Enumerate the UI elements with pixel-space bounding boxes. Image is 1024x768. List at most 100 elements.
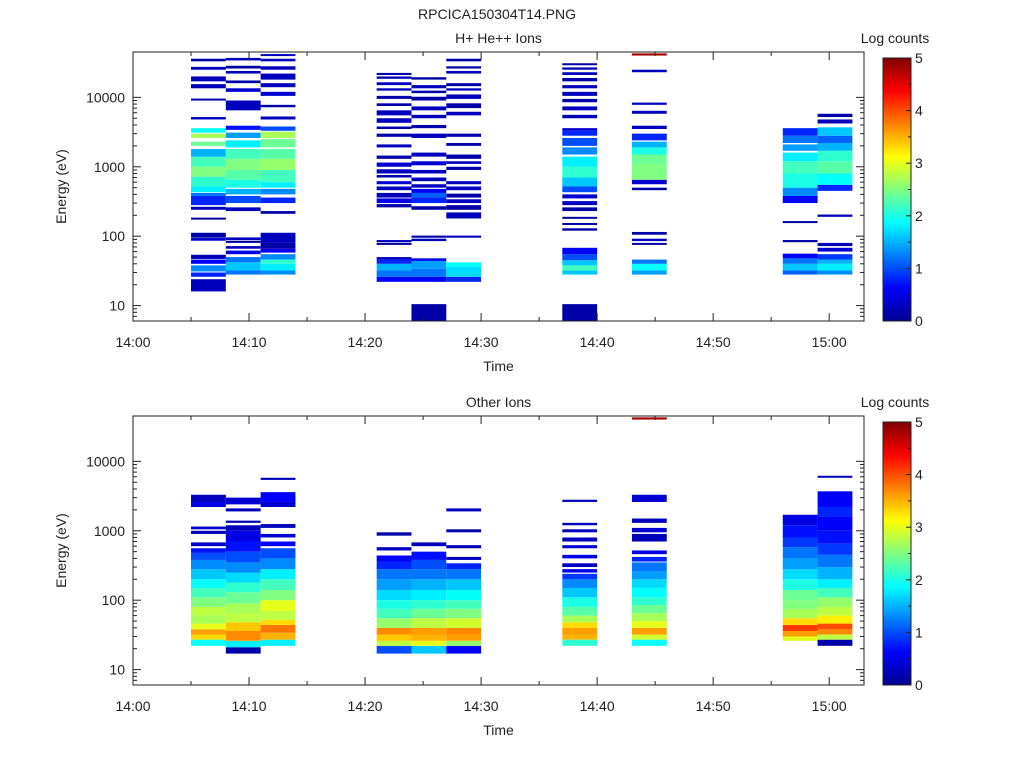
heatmap-cell <box>191 530 226 534</box>
heatmap-cell <box>191 272 226 277</box>
heatmap-cell <box>225 149 261 159</box>
heatmap-cell <box>191 117 226 120</box>
heatmap-cell <box>631 154 667 164</box>
heatmap-cell <box>376 72 412 75</box>
heatmap-cell <box>446 563 482 570</box>
heatmap-cell <box>562 529 598 533</box>
heatmap-cell <box>376 270 412 277</box>
heatmap-cell <box>260 263 296 271</box>
heatmap-cell <box>562 569 598 573</box>
heatmap-cell <box>376 169 412 174</box>
heatmap-cell <box>191 579 226 588</box>
heatmap-cell <box>411 124 447 129</box>
x-tick-label: 14:50 <box>696 698 731 714</box>
heatmap-cell <box>411 177 447 182</box>
heatmap-cell <box>782 547 818 559</box>
heatmap-cell <box>782 579 818 591</box>
heatmap-cell <box>411 627 447 635</box>
heatmap-cell <box>376 590 412 601</box>
y-tick-label: 1000 <box>94 159 125 175</box>
heatmap-cell <box>446 193 482 198</box>
x-tick-label: 14:50 <box>696 334 731 350</box>
heatmap-cell <box>260 188 296 195</box>
heatmap-cell <box>562 207 598 212</box>
heatmap-cell <box>411 634 447 641</box>
y-tick-label: 10 <box>109 662 125 678</box>
heatmap-cell <box>191 186 226 193</box>
heatmap-cell <box>411 206 447 210</box>
heatmap-cell <box>376 242 412 245</box>
heatmap-cell <box>562 606 598 616</box>
heatmap-cell <box>225 541 261 552</box>
heatmap-cell <box>376 240 412 243</box>
heatmap-cell <box>631 639 667 646</box>
heatmap-cell <box>562 615 598 623</box>
heatmap-cell <box>562 130 598 136</box>
heatmap-cell <box>411 618 447 628</box>
figure-title: RPCICA150304T14.PNG <box>418 6 576 22</box>
heatmap-cell <box>411 579 447 591</box>
heatmap-cell <box>631 579 667 588</box>
heatmap-cell <box>782 221 818 224</box>
heatmap-cell <box>631 53 667 56</box>
heatmap-cell <box>562 270 598 275</box>
heatmap-cell <box>225 525 261 531</box>
heatmap-cell <box>260 232 296 243</box>
heatmap-cell <box>376 263 412 271</box>
heatmap-cell <box>376 608 412 619</box>
colorbar-tick-label: 0 <box>915 677 923 693</box>
heatmap-cell <box>446 508 482 512</box>
heatmap-cell <box>562 537 598 542</box>
heatmap-cell <box>376 640 412 646</box>
heatmap-cell <box>562 194 598 199</box>
heatmap-cell <box>782 624 818 631</box>
heatmap-cell <box>631 550 667 555</box>
heatmap-cell <box>562 563 598 568</box>
heatmap-cell <box>817 173 853 185</box>
heatmap-cell <box>446 529 482 533</box>
heatmap-cell <box>191 542 226 547</box>
heatmap-cell <box>782 537 818 548</box>
other-ions-panel: Other Ions Time Energy (eV) Log counts 14:00… <box>53 394 929 738</box>
heatmap-cell <box>411 608 447 619</box>
heatmap-cell <box>562 597 598 607</box>
heatmap-cell <box>225 100 261 111</box>
heatmap-cell <box>225 603 261 614</box>
heatmap-cell <box>376 82 412 86</box>
heatmap-cell <box>225 132 261 138</box>
heatmap-cell <box>562 128 598 131</box>
heatmap-cell <box>191 615 226 624</box>
heatmap-cell <box>817 161 853 174</box>
heatmap-cell <box>260 492 296 502</box>
heatmap-cell <box>562 85 598 89</box>
heatmap-cell <box>631 270 667 275</box>
heatmap-cell <box>376 162 412 167</box>
heatmap-cell <box>225 158 261 170</box>
heatmap-cell <box>817 127 853 136</box>
heatmap-cell <box>191 133 226 138</box>
heatmap-cell <box>782 240 818 243</box>
heatmap-cell <box>260 541 296 547</box>
heatmap-cell <box>260 58 296 62</box>
heatmap-cell <box>411 238 447 242</box>
heatmap-cell <box>191 279 226 292</box>
heatmap-cell <box>782 161 818 174</box>
heatmap-cell <box>225 262 261 271</box>
heatmap-cell <box>376 645 412 654</box>
colorbar <box>882 57 912 322</box>
heatmap-cell <box>562 106 598 111</box>
heatmap-cell <box>782 128 818 136</box>
heatmap-cell <box>562 177 598 187</box>
heatmap-cell <box>260 548 296 559</box>
heatmap-cell <box>191 552 226 560</box>
heatmap-cell <box>446 186 482 191</box>
heatmap-cell <box>260 632 296 640</box>
heatmap-cell <box>260 610 296 620</box>
heatmap-cell <box>782 263 818 271</box>
heatmap-cell <box>260 149 296 159</box>
heatmap-cell <box>631 527 667 533</box>
heatmap-cell <box>782 600 818 609</box>
heatmap-cell <box>411 77 447 80</box>
heatmap-cell <box>260 477 296 480</box>
heatmap-cell <box>562 579 598 588</box>
